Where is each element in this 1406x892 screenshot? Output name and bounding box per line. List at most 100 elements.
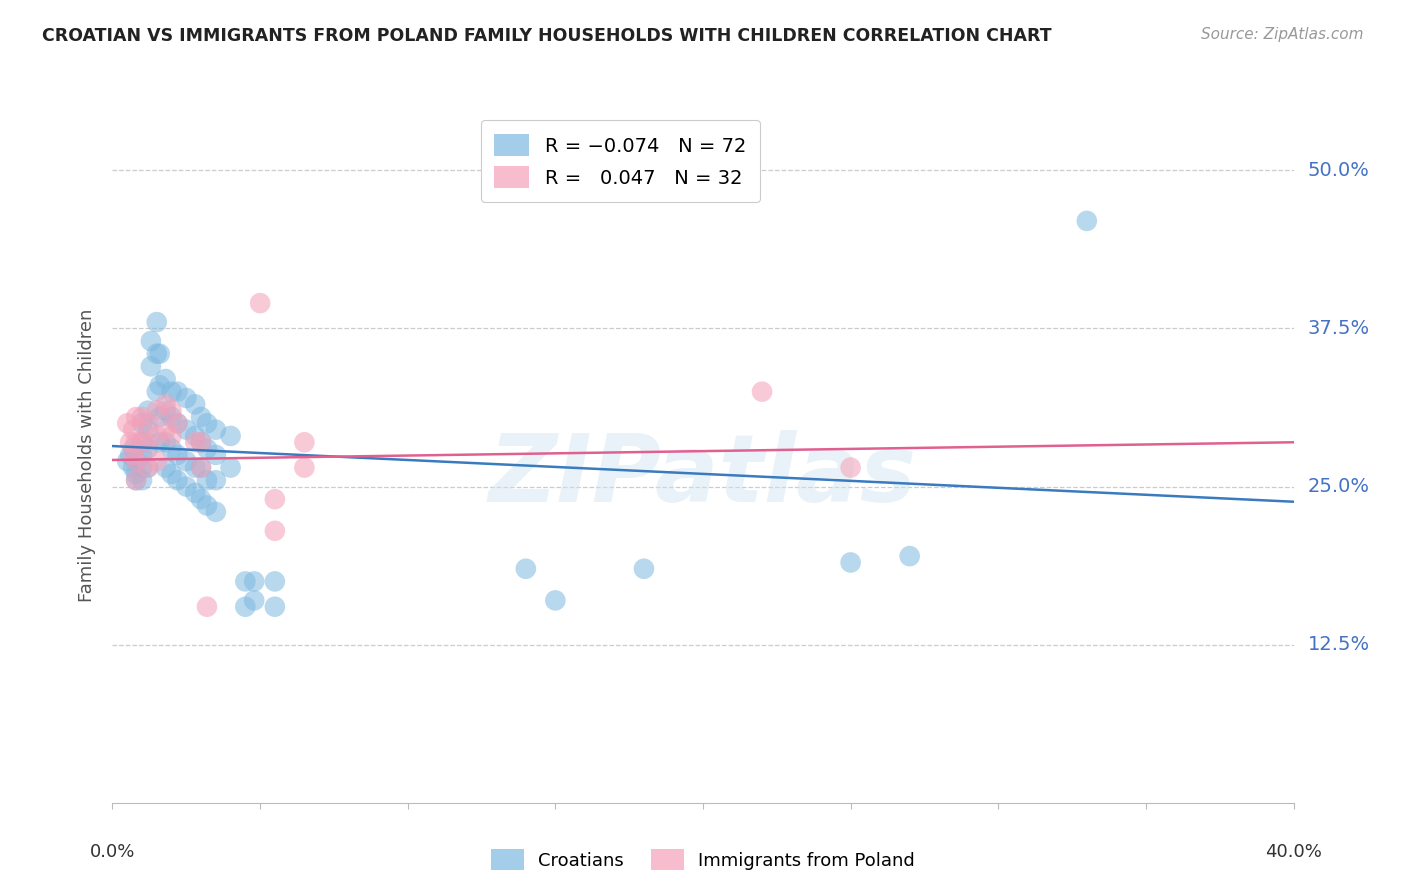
Text: Source: ZipAtlas.com: Source: ZipAtlas.com <box>1201 27 1364 42</box>
Point <box>839 556 862 570</box>
Point <box>146 454 169 468</box>
Text: CROATIAN VS IMMIGRANTS FROM POLAND FAMILY HOUSEHOLDS WITH CHILDREN CORRELATION C: CROATIAN VS IMMIGRANTS FROM POLAND FAMIL… <box>42 27 1052 45</box>
Point <box>125 409 148 424</box>
Point <box>205 448 228 462</box>
Point <box>125 473 148 487</box>
Point <box>166 473 188 487</box>
Point <box>125 435 148 450</box>
Point <box>205 505 228 519</box>
Point <box>131 417 153 431</box>
Point <box>243 574 266 589</box>
Point <box>122 423 145 437</box>
Point <box>117 417 138 431</box>
Point <box>160 384 183 399</box>
Point <box>166 417 188 431</box>
Point <box>264 492 287 507</box>
Point <box>160 442 183 456</box>
Text: 50.0%: 50.0% <box>1308 161 1369 180</box>
Point <box>195 499 218 513</box>
Point <box>264 599 287 614</box>
Point <box>292 460 315 475</box>
Point <box>136 417 159 431</box>
Point <box>160 403 183 417</box>
Point <box>146 315 169 329</box>
Point <box>174 423 197 437</box>
Point <box>149 347 172 361</box>
Point <box>264 574 287 589</box>
Point <box>190 435 212 450</box>
Point <box>184 435 207 450</box>
Point <box>160 429 183 443</box>
Point <box>160 409 183 424</box>
Point <box>292 435 315 450</box>
Point <box>122 442 145 456</box>
Point <box>184 460 207 475</box>
Point <box>136 442 159 456</box>
Point <box>205 473 228 487</box>
Point <box>149 378 172 392</box>
Point <box>136 423 159 437</box>
Point <box>136 460 159 475</box>
Point <box>195 417 218 431</box>
Point <box>131 435 153 450</box>
Point <box>155 435 177 450</box>
Point <box>139 334 162 348</box>
Point <box>146 403 169 417</box>
Point <box>751 384 773 399</box>
Point <box>146 429 169 443</box>
Point <box>544 593 567 607</box>
Point <box>174 454 197 468</box>
Point <box>1076 214 1098 228</box>
Point <box>219 429 242 443</box>
Point <box>149 409 172 424</box>
Point <box>166 384 188 399</box>
Point <box>120 448 142 462</box>
Point <box>131 460 153 475</box>
Point <box>122 460 145 475</box>
Point <box>174 479 197 493</box>
Point <box>233 599 256 614</box>
Point <box>184 486 207 500</box>
Text: ZIPatlas: ZIPatlas <box>489 430 917 522</box>
Point <box>839 460 862 475</box>
Point <box>233 574 256 589</box>
Text: 25.0%: 25.0% <box>1308 477 1369 496</box>
Point <box>117 454 138 468</box>
Point <box>155 460 177 475</box>
Point <box>264 524 287 538</box>
Point <box>219 460 242 475</box>
Point <box>125 454 148 468</box>
Point <box>184 397 207 411</box>
Point <box>190 409 212 424</box>
Point <box>195 473 218 487</box>
Y-axis label: Family Households with Children: Family Households with Children <box>77 309 96 601</box>
Text: 40.0%: 40.0% <box>1265 843 1322 861</box>
Point <box>190 435 212 450</box>
Point <box>131 435 153 450</box>
Text: 12.5%: 12.5% <box>1308 635 1369 654</box>
Point <box>122 448 145 462</box>
Point <box>195 599 218 614</box>
Text: 0.0%: 0.0% <box>90 843 135 861</box>
Point <box>633 562 655 576</box>
Point <box>160 467 183 481</box>
Point <box>125 467 148 481</box>
Point <box>125 473 148 487</box>
Point <box>249 296 271 310</box>
Point <box>243 593 266 607</box>
Point <box>146 384 169 399</box>
Point <box>136 435 159 450</box>
Point <box>136 403 159 417</box>
Legend: Croatians, Immigrants from Poland: Croatians, Immigrants from Poland <box>484 842 922 877</box>
Point <box>136 460 159 475</box>
Point <box>190 460 212 475</box>
Point <box>146 347 169 361</box>
Point <box>155 397 177 411</box>
Point <box>125 454 148 468</box>
Point <box>166 448 188 462</box>
Point <box>139 359 162 374</box>
Point <box>205 423 228 437</box>
Point <box>131 409 153 424</box>
Point <box>131 473 153 487</box>
Point <box>155 372 177 386</box>
